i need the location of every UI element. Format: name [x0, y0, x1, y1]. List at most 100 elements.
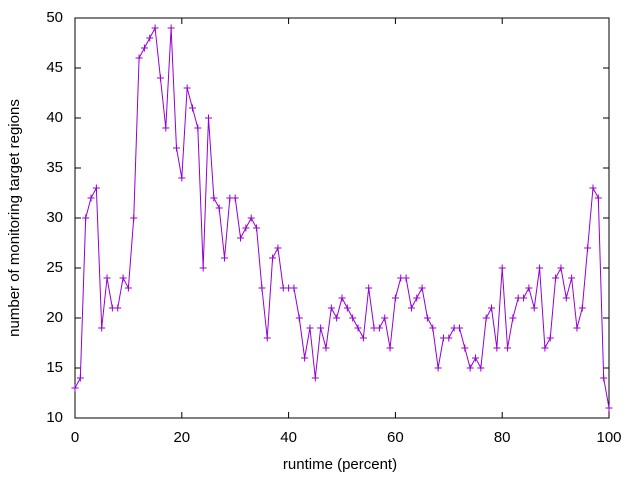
- data-point: [466, 364, 474, 372]
- data-point: [594, 194, 602, 202]
- data-point: [493, 344, 501, 352]
- y-axis-label: number of monitoring target regions: [6, 99, 23, 337]
- data-point: [343, 304, 351, 312]
- data-point: [119, 274, 127, 282]
- x-tick-label: 60: [387, 429, 404, 446]
- data-point: [327, 304, 335, 312]
- plot-border: [74, 17, 610, 419]
- data-point: [359, 334, 367, 342]
- y-tick-label: 30: [46, 209, 63, 226]
- data-point: [557, 264, 565, 272]
- data-point: [482, 314, 490, 322]
- y-tick-label: 35: [46, 159, 63, 176]
- data-point: [365, 284, 373, 292]
- data-point: [306, 324, 314, 332]
- data-point: [562, 294, 570, 302]
- data-point: [167, 24, 175, 32]
- data-point: [247, 214, 255, 222]
- y-tick-label: 15: [46, 359, 63, 376]
- data-point: [573, 324, 581, 332]
- data-point: [317, 324, 325, 332]
- y-tick-label: 10: [46, 409, 63, 426]
- data-point: [151, 24, 159, 32]
- y-tick-label: 40: [46, 109, 63, 126]
- data-point: [242, 224, 250, 232]
- data-point: [375, 324, 383, 332]
- data-point: [311, 374, 319, 382]
- data-point: [140, 44, 148, 52]
- data-point: [146, 34, 154, 42]
- data-point: [407, 304, 415, 312]
- data-point: [504, 344, 512, 352]
- data-point: [263, 334, 271, 342]
- data-point: [221, 254, 229, 262]
- data-point: [253, 224, 261, 232]
- data-point: [525, 284, 533, 292]
- data-point: [135, 54, 143, 62]
- x-tick-label: 80: [494, 429, 511, 446]
- data-point: [429, 324, 437, 332]
- data-point: [584, 244, 592, 252]
- data-point: [71, 384, 79, 392]
- data-point: [322, 344, 330, 352]
- data-point: [237, 234, 245, 242]
- data-point: [546, 334, 554, 342]
- data-point: [455, 324, 463, 332]
- data-point: [600, 374, 608, 382]
- data-point: [354, 324, 362, 332]
- data-line: [74, 26, 610, 409]
- data-point: [461, 344, 469, 352]
- data-point: [199, 264, 207, 272]
- data-point: [445, 334, 453, 342]
- y-tick-label: 25: [46, 259, 63, 276]
- data-point: [391, 294, 399, 302]
- data-point: [381, 314, 389, 322]
- data-point: [92, 184, 100, 192]
- data-point: [76, 374, 84, 382]
- data-point: [258, 284, 266, 292]
- data-point: [183, 84, 191, 92]
- data-point: [472, 354, 479, 362]
- data-point: [568, 274, 576, 282]
- data-point: [338, 294, 346, 302]
- data-point: [477, 364, 485, 372]
- data-point: [87, 194, 95, 202]
- x-axis-label: runtime (percent): [283, 456, 397, 473]
- data-point: [418, 284, 426, 292]
- x-tick-label: 40: [280, 429, 297, 446]
- data-point: [98, 324, 106, 332]
- x-tick-label: 20: [173, 429, 190, 446]
- data-point: [349, 314, 357, 322]
- data-point: [413, 294, 421, 302]
- data-point: [172, 144, 180, 152]
- data-point: [423, 314, 431, 322]
- data-point: [215, 204, 223, 212]
- data-point: [156, 74, 164, 82]
- data-point: [578, 304, 586, 312]
- data-point: [269, 254, 277, 262]
- data-point: [194, 124, 202, 132]
- data-point: [130, 214, 138, 222]
- data-point: [536, 264, 544, 272]
- data-point: [162, 124, 170, 132]
- data-point: [295, 314, 303, 322]
- data-point: [82, 214, 90, 222]
- y-tick-label: 20: [46, 309, 63, 326]
- data-point: [210, 194, 218, 202]
- data-point: [386, 344, 394, 352]
- data-point: [114, 304, 122, 312]
- data-point: [488, 304, 496, 312]
- data-point: [509, 314, 517, 322]
- data-point: [205, 114, 212, 122]
- data-point: [333, 314, 341, 322]
- data-point: [520, 294, 528, 302]
- data-point: [530, 304, 538, 312]
- data-point: [274, 244, 282, 252]
- data-point: [178, 174, 186, 182]
- data-point: [103, 274, 111, 282]
- data-point: [589, 184, 597, 192]
- data-point: [541, 344, 549, 352]
- data-point: [301, 354, 309, 362]
